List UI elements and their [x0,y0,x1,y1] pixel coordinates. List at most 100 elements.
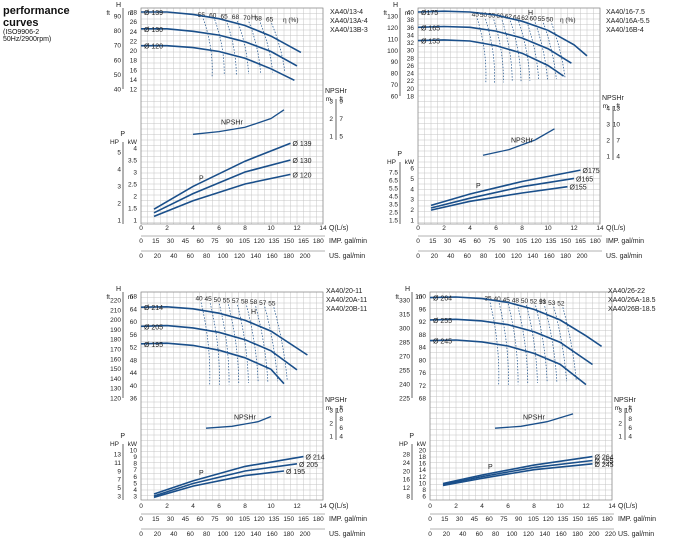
npsh-curve-label: NPSHr [511,138,533,145]
q-tick: 8 [243,503,247,510]
chart-grid [417,7,601,224]
head-m-unit: m [128,294,133,301]
header-standard: (ISO9906-2 [3,29,40,37]
efficiency-line [271,23,286,72]
q-axis-label: Q(L/s) [618,503,637,510]
imp-tick: 60 [473,238,481,245]
power-curve [442,455,593,485]
us-tick: 100 [218,253,229,260]
efficiency-value: 64 [513,14,521,21]
power-axis-label: P [397,151,402,158]
power-hp-tick: 2 [117,201,121,208]
efficiency-line [237,304,249,384]
head-m-tick: 52 [130,345,138,352]
us-tick: 160 [267,531,278,538]
q-tick: 12 [293,503,301,510]
head-curve-tag: H [528,10,533,17]
model-label: XA40/20-11 [326,288,363,295]
us-tick: 40 [170,253,178,260]
imp-tick: 180 [590,238,601,245]
power-kw-tick: 3 [410,197,414,204]
power-kw-tick: 20 [419,448,427,455]
head-m-tick: 34 [407,32,415,39]
head-ft-tick: 315 [399,312,410,319]
q-tick: 12 [570,225,578,232]
npsh-m-tick: 1 [329,134,333,141]
power-curve-label: Ø175 [583,168,600,175]
imp-tick: 0 [139,238,143,245]
power-kw-unit: kW [417,441,427,448]
power-hp-tick: 11 [114,460,121,467]
power-hp-tick: 5 [117,150,121,157]
power-hp-unit: HP [110,139,119,146]
q-tick: 2 [165,503,169,510]
power-kw-tick: 3 [133,170,137,177]
imp-tick: 120 [531,238,542,245]
us-tick: 20 [154,531,162,538]
npsh-curve-label: NPSHr [523,414,545,421]
imp-axis-label: IMP. gal/min [606,238,644,245]
us-tick: 20 [443,531,451,538]
efficiency-value: 52 [557,300,565,307]
head-ft-tick: 225 [399,396,410,403]
model-label: XA40/16A-5.5 [606,18,650,25]
efficiency-line [248,21,261,74]
head-m-tick: 60 [130,319,138,326]
us-tick: 60 [187,531,195,538]
head-m-tick: 24 [407,71,415,78]
us-tick: 160 [556,531,567,538]
power-hp-tick: 3 [117,184,121,191]
power-hp-tick: 7.5 [389,170,398,177]
imp-tick: 0 [139,516,143,523]
us-tick: 0 [416,253,420,260]
efficiency-value: 55 [488,13,496,20]
model-label: XA40/26-22 [608,288,645,295]
npsh-m-unit: m [326,405,331,412]
head-m-tick: 96 [419,306,427,313]
imp-tick: 135 [269,516,280,523]
head-ft-tick: 130 [110,386,121,393]
power-axis-label: P [120,131,125,138]
us-tick: 200 [577,253,588,260]
head-m-tick: 12 [130,87,138,94]
efficiency-line [535,305,548,383]
efficiency-value: 65 [266,16,274,23]
us-axis-label: US. gal/min [606,253,642,260]
head-m-tick: 40 [130,383,138,390]
head-curve-label: Ø 165 [421,25,440,32]
efficiency-value: 50 [480,12,488,19]
npsh-m-tick: 2 [329,116,333,123]
head-curve-label: Ø 130 [144,27,163,34]
us-tick: 20 [431,253,439,260]
imp-tick: 15 [152,516,160,523]
npsh-ft-tick: 4 [628,434,632,441]
chart-grid [140,7,324,224]
q-tick: 8 [532,503,536,510]
us-tick: 80 [492,531,500,538]
us-tick: 100 [495,253,506,260]
efficiency-line [264,306,278,382]
document-header: performance curves (ISO9906-2 50Hz/2900r… [3,5,70,44]
q-tick: 10 [267,225,275,232]
imp-tick: 180 [602,516,613,523]
efficiency-line [526,21,540,81]
imp-tick: 150 [572,516,583,523]
imp-tick: 105 [239,516,250,523]
head-m-tick: 40 [407,10,415,17]
power-curve-label: Ø 255 [595,459,614,466]
head-ft-tick: 80 [391,71,399,78]
model-label: XA40/16B-4 [606,27,644,34]
npsh-ft-tick: 5 [339,134,343,141]
head-ft-tick: 110 [388,36,399,43]
power-hp-tick: 2.5 [389,210,398,217]
head-ft-tick: 210 [110,307,121,314]
npsh-m-unit: m [615,405,620,412]
q-tick: 4 [468,225,472,232]
npsh-axis-label: NPSHr [325,88,347,95]
imp-tick: 60 [485,516,493,523]
npsh-ft-tick: 6 [628,425,632,432]
power-kw-tick: 6 [422,494,426,501]
power-curve-label: Ø 120 [293,172,312,179]
head-m-tick: 80 [419,357,427,364]
efficiency-line [485,18,496,83]
